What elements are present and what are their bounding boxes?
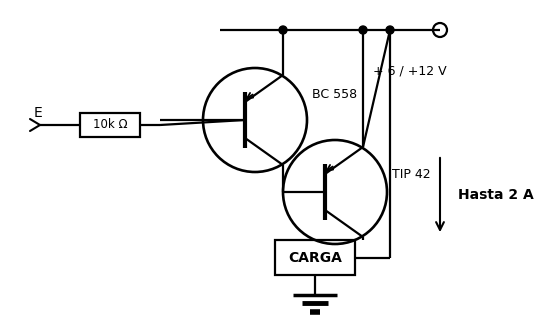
Text: 10k Ω: 10k Ω bbox=[93, 119, 127, 131]
Text: Hasta 2 A: Hasta 2 A bbox=[458, 188, 534, 202]
Text: E: E bbox=[34, 106, 42, 120]
Circle shape bbox=[279, 26, 287, 34]
Circle shape bbox=[386, 26, 394, 34]
Text: CARGA: CARGA bbox=[288, 251, 342, 265]
Circle shape bbox=[359, 26, 367, 34]
Bar bbox=[80, 113, 140, 137]
Text: TIP 42: TIP 42 bbox=[392, 168, 431, 181]
Text: + 6 / +12 V: + 6 / +12 V bbox=[373, 65, 447, 78]
Bar bbox=[275, 240, 355, 275]
Text: BC 558: BC 558 bbox=[312, 89, 357, 101]
